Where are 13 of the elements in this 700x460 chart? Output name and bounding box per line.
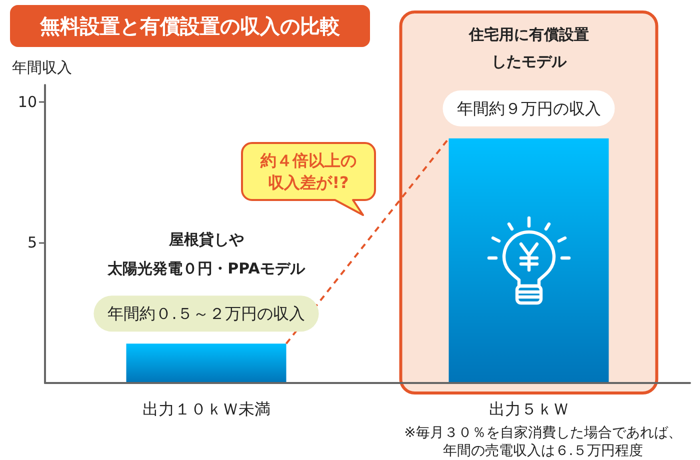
- y-axis-title: 年間収入: [12, 58, 72, 76]
- y-tick-label: 10: [18, 92, 37, 111]
- annotation: 屋根貸しや: [168, 230, 244, 249]
- band-label: 住宅用に有償設置したモデル: [468, 26, 589, 70]
- text: ※毎月３０％を自家消費した場合であれば、年間の売電収入は６.５万円程度: [404, 425, 682, 459]
- annotation: 約４倍以上の収入差が!?: [260, 151, 356, 192]
- chart-title: 無料設置と有償設置の収入の比較: [39, 14, 341, 38]
- annotation: 太陽光発電０円・PPAモデル: [106, 260, 306, 278]
- annotation: 年間約９万円の収入: [456, 98, 601, 118]
- annotation: 年間約０.５～２万円の収入: [108, 304, 305, 324]
- x-tick-label: 出力１０ｋＷ未満: [142, 400, 270, 418]
- x-tick-label: 出力５ｋＷ: [488, 400, 569, 418]
- y-tick-label: 5: [27, 233, 37, 252]
